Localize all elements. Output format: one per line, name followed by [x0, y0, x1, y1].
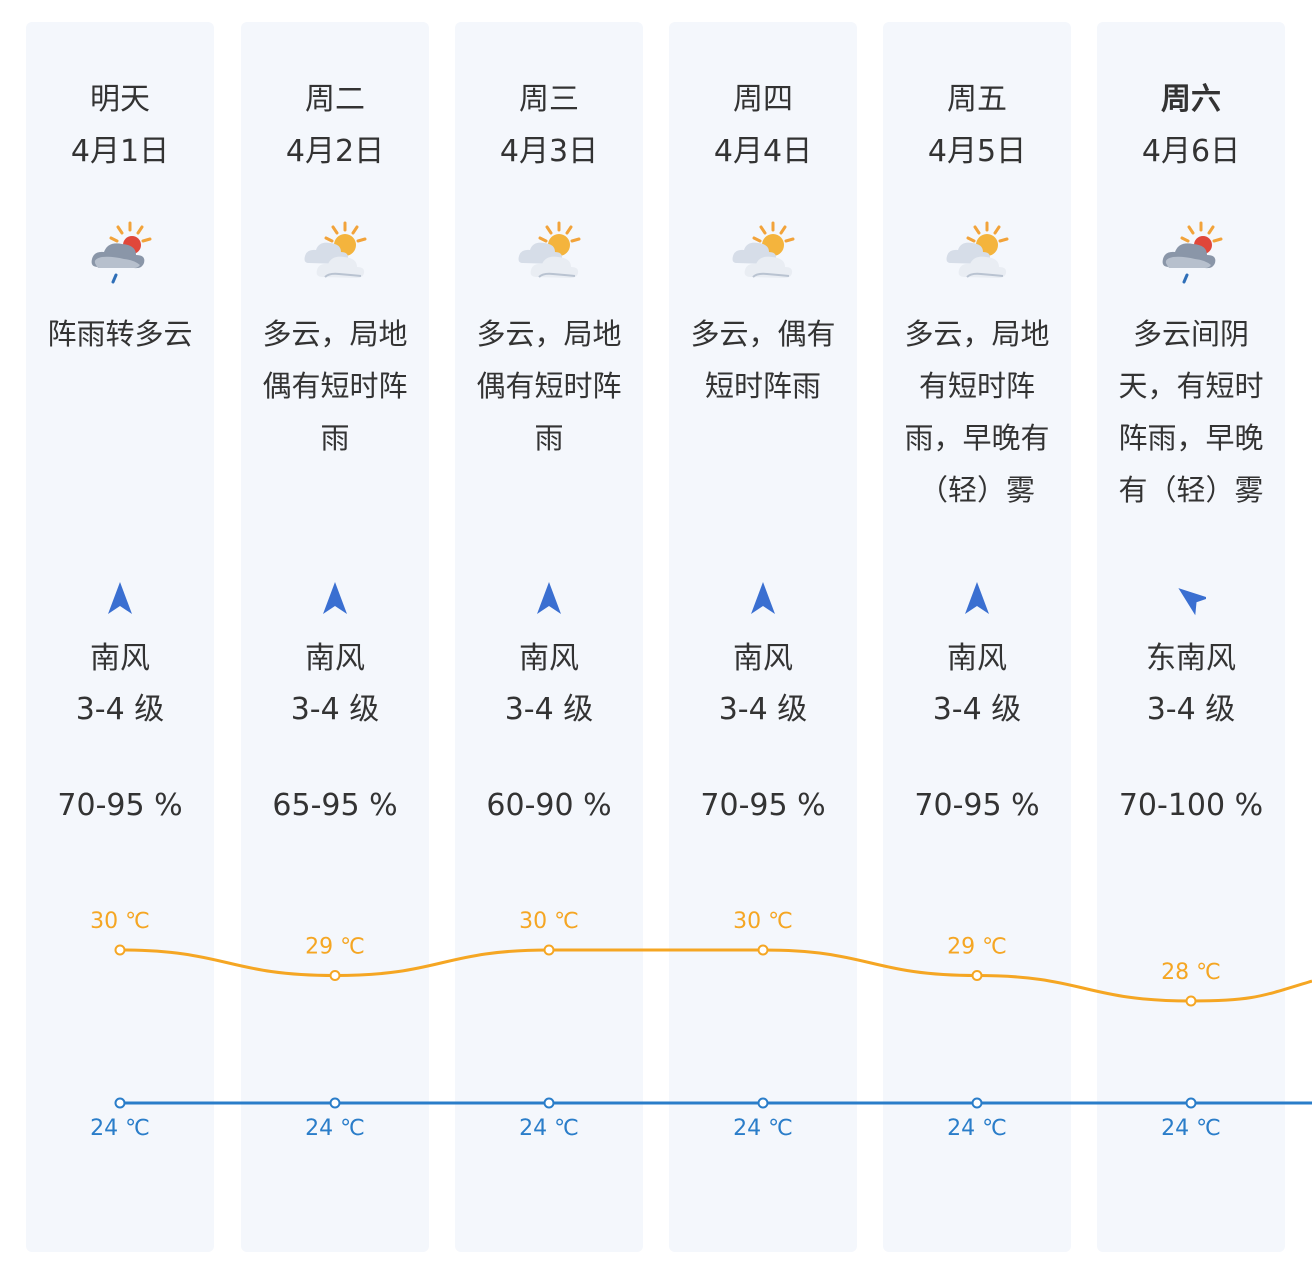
day-column[interactable]: 明天 4月1日 阵雨转多云 南风 3-4 级 70-95 %	[26, 22, 214, 1252]
weather-description: 阵雨转多云	[47, 317, 193, 351]
day-date: 4月3日	[499, 134, 599, 169]
wind-direction: 南风	[733, 641, 793, 676]
day-column[interactable]: 周六 4月6日 多云间阴天，有短时阵雨，早晚有（轻）雾 东南风 3-4 级 70-10…	[1097, 22, 1285, 1252]
high-temp-point	[543, 944, 555, 956]
day-date: 4月5日	[927, 134, 1027, 169]
high-temp-label: 29 ℃	[947, 935, 1007, 960]
wind-level: 3-4 级	[932, 692, 1022, 727]
north-arrow-icon	[320, 578, 350, 618]
wind-direction: 东南风	[1146, 641, 1236, 676]
high-temp-label: 30 ℃	[733, 909, 793, 934]
northwest-arrow-icon	[1176, 578, 1209, 618]
low-temp-point	[1185, 1097, 1197, 1109]
high-temp-label: 29 ℃	[305, 935, 365, 960]
wind-level: 3-4 级	[718, 692, 808, 727]
weather-description: 多云，局地偶有短时阵雨	[262, 317, 408, 455]
high-temp-label: 30 ℃	[519, 909, 579, 934]
low-temp-point	[757, 1097, 769, 1109]
day-name: 周六	[1161, 82, 1221, 117]
north-arrow-icon	[105, 578, 135, 618]
high-temp-label: 30 ℃	[90, 909, 150, 934]
day-name: 周三	[519, 82, 579, 117]
humidity: 70-100 %	[1118, 788, 1264, 823]
partly-cloudy-icon	[299, 219, 371, 291]
day-column[interactable]: 周三 4月3日 多云，局地偶有短时阵雨 南风 3-4 级 60-90 %	[455, 22, 643, 1252]
north-arrow-icon	[962, 578, 992, 618]
weather-description: 多云间阴天，有短时阵雨，早晚有（轻）雾	[1118, 317, 1264, 507]
rain-cloud-sun-icon	[84, 219, 156, 291]
wind-direction: 南风	[305, 641, 365, 676]
rain-cloud-sun-icon	[1155, 219, 1227, 291]
weather-description: 多云，偶有短时阵雨	[690, 317, 836, 403]
wind-direction: 南风	[947, 641, 1007, 676]
day-name: 周二	[305, 82, 365, 117]
high-temp-point	[329, 970, 341, 981]
high-temp-point	[971, 970, 983, 981]
humidity: 65-95 %	[272, 788, 398, 823]
low-temp-label: 24 ℃	[305, 1116, 365, 1141]
wind-direction: 南风	[90, 641, 150, 676]
high-temp-label: 28 ℃	[1161, 960, 1221, 985]
partly-cloudy-icon	[941, 219, 1013, 291]
wind-level: 3-4 级	[1146, 692, 1236, 727]
weather-description: 多云，局地有短时阵雨，早晚有（轻）雾	[904, 317, 1050, 507]
day-date: 4月4日	[713, 134, 813, 169]
wind-level: 3-4 级	[504, 692, 594, 727]
low-temp-point	[114, 1097, 126, 1109]
wind-level: 3-4 级	[290, 692, 380, 727]
day-column[interactable]: 周五 4月5日 多云，局地有短时阵雨，早晚有（轻）雾 南风 3-4 级 70-95 %	[883, 22, 1071, 1252]
weather-description: 多云，局地偶有短时阵雨	[476, 317, 622, 455]
day-column[interactable]: 周四 4月4日 多云，偶有短时阵雨 南风 3-4 级 70-95 %	[669, 22, 857, 1252]
partly-cloudy-icon	[727, 219, 799, 291]
humidity: 60-90 %	[486, 788, 612, 823]
partly-cloudy-icon	[513, 219, 585, 291]
low-temp-label: 24 ℃	[1161, 1116, 1221, 1141]
humidity: 70-95 %	[914, 788, 1040, 823]
low-temp-point	[971, 1097, 983, 1109]
high-temp-point	[757, 944, 769, 956]
high-temp-line	[119, 948, 1312, 1003]
low-temp-point	[329, 1097, 341, 1109]
north-arrow-icon	[534, 578, 564, 618]
humidity: 70-95 %	[57, 788, 183, 823]
day-name: 周四	[733, 82, 793, 117]
low-temp-label: 24 ℃	[733, 1116, 793, 1141]
day-column[interactable]: 周二 4月2日 多云，局地偶有短时阵雨 南风 3-4 级 65-95 %	[241, 22, 429, 1252]
day-date: 4月2日	[285, 134, 385, 169]
humidity: 70-95 %	[700, 788, 826, 823]
north-arrow-icon	[748, 578, 778, 618]
wind-direction: 南风	[519, 641, 579, 676]
wind-level: 3-4 级	[75, 692, 165, 727]
day-name: 明天	[90, 82, 150, 117]
day-name: 周五	[947, 82, 1007, 117]
day-date: 4月1日	[70, 134, 170, 169]
low-temp-label: 24 ℃	[947, 1116, 1007, 1141]
day-date: 4月6日	[1141, 134, 1241, 169]
high-temp-point	[1185, 995, 1197, 1007]
low-temp-point	[543, 1097, 555, 1109]
high-temp-point	[114, 944, 126, 956]
low-temp-label: 24 ℃	[519, 1116, 579, 1141]
low-temp-label: 24 ℃	[90, 1116, 150, 1141]
